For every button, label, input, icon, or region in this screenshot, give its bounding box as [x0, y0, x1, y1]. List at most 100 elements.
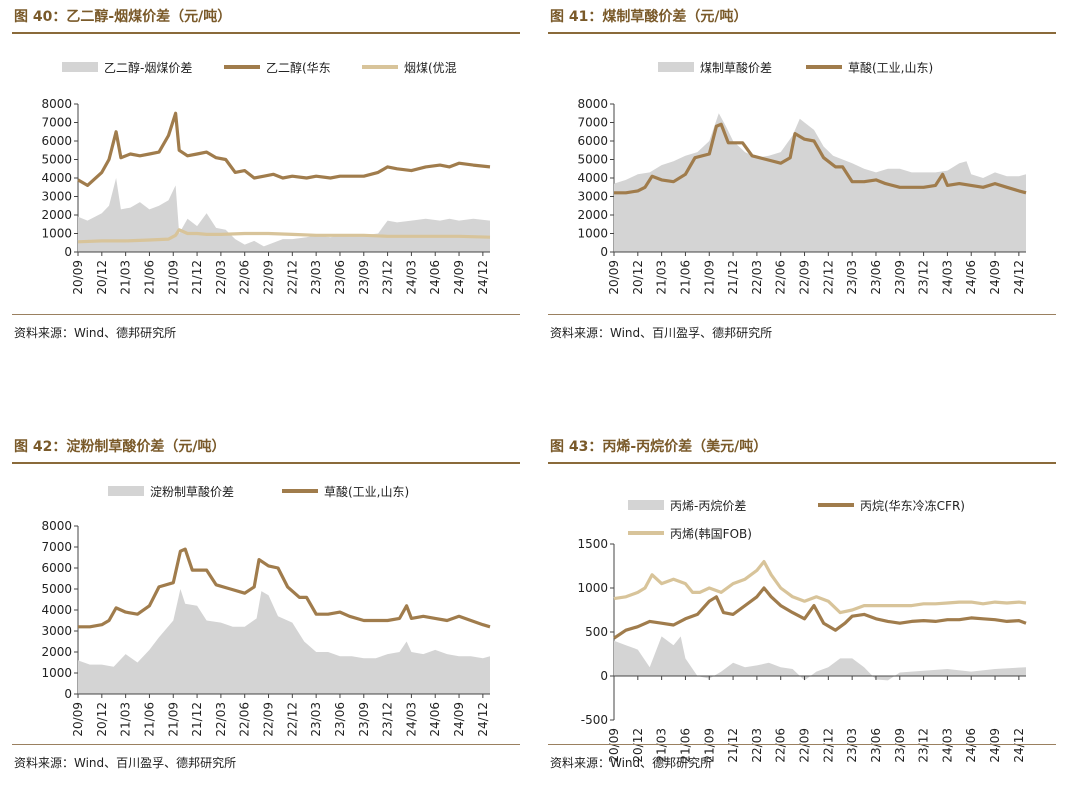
x-tick-label: 23/09 — [893, 728, 907, 763]
x-tick-label: 23/09 — [357, 702, 371, 737]
y-tick-label: 0 — [600, 669, 608, 683]
x-tick-label: 22/09 — [798, 260, 812, 295]
x-tick-label: 24/03 — [404, 702, 418, 737]
y-tick-label: 500 — [585, 625, 608, 639]
y-tick-label: 0 — [64, 687, 72, 701]
x-tick-label: 22/03 — [750, 728, 764, 763]
chart-panel-43: 图 43：丙烯-丙烷价差（美元/吨） 丙烯-丙烷价差 丙烷(华东冷冻CFR) 丙烯(… — [548, 436, 1056, 771]
x-tick-label: 21/06 — [142, 260, 156, 295]
x-tick-label: 20/09 — [71, 260, 85, 295]
chart-title: 图 43：丙烯-丙烷价差（美元/吨） — [550, 439, 768, 455]
x-tick-label: 23/09 — [893, 260, 907, 295]
y-tick-label: 8000 — [577, 97, 608, 111]
x-tick-label: 23/06 — [869, 260, 883, 295]
x-tick-label: 23/03 — [309, 260, 323, 295]
x-tick-label: 22/12 — [285, 260, 299, 295]
x-tick-label: 21/12 — [190, 702, 204, 737]
x-tick-label: 20/12 — [95, 260, 109, 295]
y-tick-label: 7000 — [41, 540, 72, 554]
y-tick-label: -500 — [581, 713, 608, 727]
x-tick-label: 22/06 — [774, 260, 788, 295]
y-tick-label: 3000 — [41, 624, 72, 638]
x-tick-label: 24/03 — [940, 728, 954, 763]
x-tick-label: 22/09 — [798, 728, 812, 763]
legend-label: 煤制草酸价差 — [700, 60, 772, 75]
title-rule — [12, 32, 520, 34]
y-tick-label: 2000 — [577, 208, 608, 222]
x-tick-label: 21/09 — [702, 260, 716, 295]
x-tick-label: 24/09 — [452, 702, 466, 737]
y-tick-label: 1000 — [577, 581, 608, 595]
title-rule — [548, 462, 1056, 464]
y-tick-label: 8000 — [41, 519, 72, 533]
x-tick-label: 24/03 — [404, 260, 418, 295]
legend-label: 乙二醇(华东 — [266, 60, 331, 75]
line-series — [613, 586, 1027, 640]
chart-source: 资料来源：Wind、德邦研究所 — [550, 756, 713, 770]
x-tick-label: 21/03 — [655, 728, 669, 763]
y-tick-label: 5000 — [577, 153, 608, 167]
y-tick-label: 1000 — [577, 227, 608, 241]
x-tick-label: 22/03 — [214, 702, 228, 737]
source-rule — [12, 744, 520, 745]
legend-label: 烟煤(优混 — [404, 61, 457, 75]
x-tick-label: 24/09 — [988, 260, 1002, 295]
legend-swatch — [62, 62, 98, 72]
title-rule — [12, 462, 520, 464]
y-tick-label: 5000 — [41, 582, 72, 596]
x-tick-label: 21/06 — [142, 702, 156, 737]
x-tick-label: 24/12 — [476, 260, 490, 295]
y-tick-label: 6000 — [577, 134, 608, 148]
y-tick-label: 6000 — [41, 134, 72, 148]
area-series — [78, 178, 490, 252]
x-tick-label: 22/09 — [262, 260, 276, 295]
line-series — [77, 111, 491, 187]
x-tick-label: 23/12 — [381, 260, 395, 295]
area-series — [614, 636, 1026, 681]
x-tick-label: 22/12 — [821, 728, 835, 763]
x-tick-label: 23/03 — [845, 260, 859, 295]
chart-panel-40: 图 40：乙二醇-烟煤价差（元/吨） 乙二醇-烟煤价差 乙二醇(华东 烟煤(优混 0 1… — [12, 6, 520, 341]
source-rule — [548, 744, 1056, 745]
legend-label: 丙烯-丙烷价差 — [670, 499, 746, 513]
x-tick-label: 24/06 — [428, 702, 442, 737]
y-tick-label: 7000 — [41, 116, 72, 130]
x-tick-label: 24/12 — [1012, 728, 1026, 763]
x-tick-label: 22/12 — [285, 702, 299, 737]
x-tick-label: 21/09 — [166, 260, 180, 295]
x-tick-label: 24/06 — [964, 260, 978, 295]
x-tick-label: 22/06 — [774, 728, 788, 763]
x-tick-label: 24/06 — [428, 260, 442, 295]
chart-title: 图 42：淀粉制草酸价差（元/吨） — [14, 439, 226, 455]
line-series — [78, 547, 491, 629]
legend-label: 丙烯(韩国FOB) — [670, 526, 752, 541]
x-tick-label: 20/12 — [631, 260, 645, 295]
chart-svg: 丙烯-丙烷价差 丙烷(华东冷冻CFR) 丙烯(韩国FOB) -500 0 500 1000 1… — [577, 498, 1027, 763]
y-tick-label: 4000 — [41, 171, 72, 185]
y-tick-label: 2000 — [41, 208, 72, 222]
legend-label: 草酸(工业,山东) — [324, 484, 409, 499]
x-tick-label: 20/09 — [71, 702, 85, 737]
y-tick-label: 1500 — [577, 537, 608, 551]
x-tick-label: 23/06 — [869, 728, 883, 763]
x-tick-label: 24/09 — [988, 728, 1002, 763]
x-tick-label: 21/09 — [166, 702, 180, 737]
x-tick-label: 21/09 — [702, 728, 716, 763]
y-tick-label: 7000 — [577, 116, 608, 130]
legend-label: 乙二醇-烟煤价差 — [104, 60, 192, 75]
x-tick-label: 23/06 — [333, 260, 347, 295]
x-tick-label: 24/03 — [940, 260, 954, 295]
chart-title: 图 40：乙二醇-烟煤价差（元/吨） — [14, 9, 232, 25]
area-series — [78, 589, 490, 694]
line-series — [613, 560, 1027, 615]
legend-swatch — [628, 500, 664, 510]
x-tick-label: 21/12 — [726, 260, 740, 295]
chart-panel-42: 图 42：淀粉制草酸价差（元/吨） 淀粉制草酸价差 草酸(工业,山东) 0 1000 2… — [12, 436, 520, 771]
chart-source: 资料来源：Wind、德邦研究所 — [14, 326, 177, 340]
y-tick-label: 1000 — [41, 666, 72, 680]
x-tick-label: 23/09 — [357, 260, 371, 295]
legend-label: 草酸(工业,山东) — [848, 60, 933, 75]
x-tick-label: 24/12 — [1012, 260, 1026, 295]
x-tick-label: 21/03 — [119, 702, 133, 737]
y-tick-label: 3000 — [577, 190, 608, 204]
